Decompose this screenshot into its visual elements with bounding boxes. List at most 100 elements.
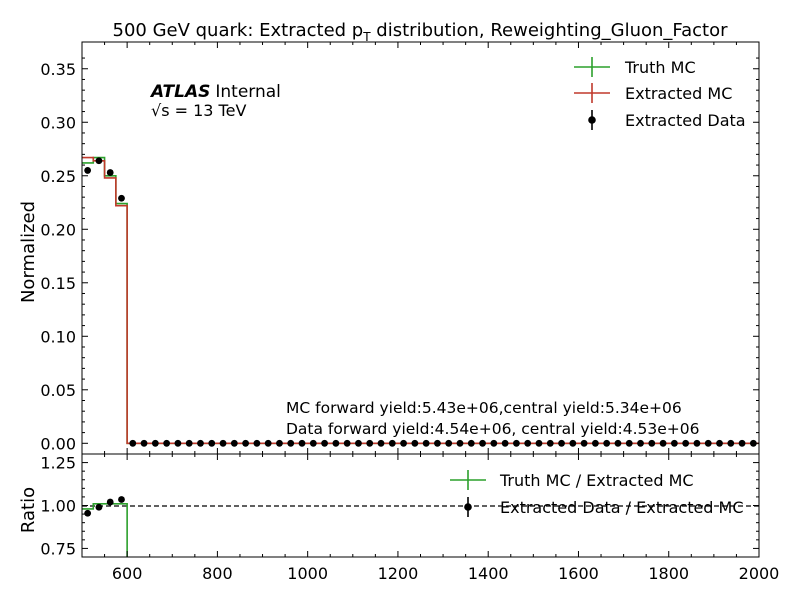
ratio-truth-over-extracted-step bbox=[82, 502, 128, 557]
atlas-experiment: ATLAS bbox=[149, 82, 210, 102]
data-point bbox=[298, 439, 306, 447]
data-point bbox=[197, 439, 204, 447]
data-point bbox=[445, 439, 453, 447]
data-point bbox=[580, 439, 588, 447]
ratio-data-point bbox=[118, 496, 125, 503]
ratio-plot-panel: 600 800 1000 1200 1400 1600 1800 2000 0.75 1.00 1.… bbox=[40, 453, 780, 583]
ratio-data-point bbox=[84, 509, 92, 517]
data-point bbox=[276, 439, 283, 447]
data-point bbox=[106, 169, 114, 176]
data-point bbox=[467, 439, 475, 447]
data-point bbox=[253, 439, 261, 447]
data-point bbox=[716, 439, 723, 447]
data-point bbox=[140, 439, 148, 447]
data-point bbox=[546, 439, 554, 447]
atlas-status: Internal bbox=[215, 82, 281, 102]
data-point bbox=[219, 439, 227, 447]
data-point bbox=[490, 439, 498, 447]
ratio-y-tick-label: 1.00 bbox=[40, 497, 76, 516]
svg-text:Truth MC: Truth MC bbox=[624, 58, 696, 77]
main-y-axis-label: Normalized bbox=[18, 201, 39, 303]
data-point bbox=[648, 439, 656, 447]
data-point bbox=[332, 439, 340, 447]
y-tick-label: 0.30 bbox=[40, 113, 76, 132]
x-tick-label: 1000 bbox=[287, 564, 328, 583]
legend-entry-truth-over-extracted: Truth MC / Extracted MC bbox=[450, 470, 694, 490]
data-point bbox=[682, 439, 690, 447]
ratio-data-point bbox=[106, 498, 114, 506]
data-yield-annotation: Data forward yield:4.54e+06, central yie… bbox=[286, 420, 700, 438]
data-point bbox=[614, 439, 622, 447]
data-point bbox=[727, 439, 735, 447]
data-point bbox=[738, 439, 746, 447]
y-tick-label: 0.20 bbox=[40, 220, 76, 239]
data-point bbox=[287, 439, 295, 447]
x-tick-label: 1200 bbox=[378, 564, 419, 583]
y-tick-label: 0.15 bbox=[40, 274, 76, 293]
data-point bbox=[637, 439, 644, 447]
x-tick-label: 600 bbox=[112, 564, 143, 583]
energy-label: √s = 13 TeV bbox=[151, 101, 246, 120]
data-point bbox=[343, 439, 351, 447]
legend-entry-data-over-extracted: Extracted Data / Extracted MC bbox=[464, 497, 744, 517]
series-extracted-mc-step bbox=[82, 156, 759, 445]
data-point bbox=[422, 439, 430, 447]
x-tick-label: 2000 bbox=[739, 564, 780, 583]
legend-entry-extracted-mc: Extracted MC bbox=[574, 83, 732, 103]
main-legend: Truth MC Extracted MC Extracted Data bbox=[574, 57, 746, 130]
ratio-data-point bbox=[95, 503, 103, 511]
ratio-y-axis-label: Ratio bbox=[18, 487, 39, 533]
data-point bbox=[163, 439, 171, 447]
data-point bbox=[242, 439, 250, 447]
data-point bbox=[366, 439, 374, 447]
data-point bbox=[704, 439, 712, 447]
x-tick-label: 1400 bbox=[468, 564, 509, 583]
ratio-axis-ticks: 600 800 1000 1200 1400 1600 1800 2000 0.75 1.00 1.… bbox=[40, 453, 780, 583]
data-point bbox=[118, 194, 125, 202]
svg-text:Extracted MC: Extracted MC bbox=[625, 84, 732, 103]
data-point bbox=[558, 439, 565, 447]
data-point bbox=[95, 157, 103, 165]
ratio-plot-frame bbox=[81, 453, 760, 558]
data-point bbox=[151, 439, 159, 447]
legend-entry-truth-mc: Truth MC bbox=[574, 57, 696, 77]
data-point bbox=[309, 439, 317, 447]
data-point bbox=[569, 439, 577, 447]
x-tick-label: 800 bbox=[202, 564, 233, 583]
data-point bbox=[355, 439, 362, 447]
y-tick-label: 0.10 bbox=[40, 327, 76, 346]
data-point bbox=[603, 439, 611, 447]
data-point bbox=[174, 439, 182, 447]
ratio-data-layer bbox=[82, 496, 128, 557]
data-point bbox=[264, 439, 272, 447]
data-point bbox=[591, 439, 599, 447]
data-point bbox=[670, 439, 678, 447]
data-point bbox=[377, 439, 385, 447]
y-tick-label: 0.00 bbox=[40, 434, 76, 453]
y-tick-label: 0.35 bbox=[40, 60, 76, 79]
ratio-legend: Truth MC / Extracted MC Extracted Data /… bbox=[450, 470, 744, 517]
data-point bbox=[659, 439, 667, 447]
y-tick-label: 0.25 bbox=[40, 167, 76, 186]
chart-title: 500 GeV quark: Extracted pT distribution… bbox=[113, 20, 729, 44]
data-point bbox=[411, 439, 419, 447]
data-point bbox=[535, 439, 543, 447]
atlas-label: ATLAS Internal bbox=[149, 82, 281, 102]
data-point bbox=[388, 439, 396, 447]
main-axis-ticks: 0.00 0.05 0.10 0.15 0.20 0.25 0.30 0.35 bbox=[40, 42, 760, 454]
main-plot-panel: 0.00 0.05 0.10 0.15 0.20 0.25 0.30 0.35 bbox=[40, 41, 760, 455]
data-point bbox=[208, 439, 216, 447]
data-point bbox=[185, 439, 193, 447]
data-point bbox=[230, 439, 238, 447]
svg-text:Extracted Data: Extracted Data bbox=[625, 111, 746, 130]
data-point bbox=[513, 439, 520, 447]
svg-text:Truth MC / Extracted MC: Truth MC / Extracted MC bbox=[499, 471, 694, 490]
data-point bbox=[693, 439, 701, 447]
data-point bbox=[321, 439, 328, 447]
x-tick-label: 1800 bbox=[648, 564, 689, 583]
data-point bbox=[434, 439, 441, 447]
x-tick-label: 1600 bbox=[558, 564, 599, 583]
ratio-y-tick-label: 0.75 bbox=[40, 539, 76, 558]
data-point bbox=[524, 439, 532, 447]
